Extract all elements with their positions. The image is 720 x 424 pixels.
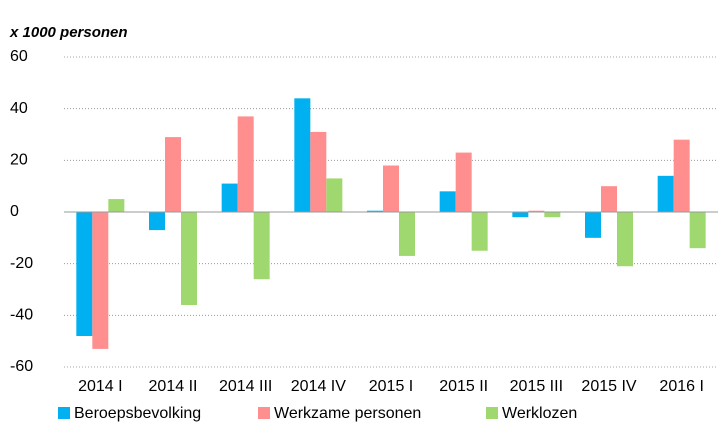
bar [165, 137, 181, 212]
x-tick-label: 2014 IV [291, 378, 346, 395]
y-tick-label: 60 [10, 48, 28, 65]
legend-swatch [58, 407, 70, 419]
y-tick-label: 20 [10, 152, 28, 169]
bar [92, 212, 109, 349]
bar [326, 178, 343, 212]
x-tick-label: 2015 I [369, 378, 413, 395]
bar [253, 212, 270, 280]
legend-label: Werkzame personen [274, 405, 421, 422]
x-tick-label: 2014 III [219, 378, 272, 395]
bar [512, 212, 529, 218]
bar [471, 212, 488, 251]
y-tick-label: -60 [10, 358, 33, 375]
legend-label: Werklozen [502, 405, 577, 422]
x-tick-label: 2015 II [439, 378, 488, 395]
bar [399, 212, 415, 256]
legend-label: Beroepsbevolking [74, 405, 201, 422]
bar [76, 212, 93, 336]
bar [544, 212, 561, 218]
bar [108, 199, 125, 212]
bar [455, 152, 472, 212]
bar [149, 212, 165, 231]
y-tick-label: -40 [10, 307, 33, 324]
bar [237, 116, 254, 212]
bar [310, 131, 327, 212]
bar [689, 212, 706, 249]
bar [181, 212, 197, 305]
bar [294, 98, 311, 212]
bar [657, 175, 674, 212]
y-tick-label: 0 [10, 203, 19, 220]
x-tick-label: 2015 III [510, 378, 563, 395]
x-tick-label: 2014 II [149, 378, 198, 395]
bar [367, 210, 383, 212]
bar [617, 212, 633, 267]
bar [585, 212, 601, 238]
x-tick-label: 2014 I [78, 378, 122, 395]
chart-title: x 1000 personen [9, 24, 128, 41]
bar [221, 183, 238, 212]
y-tick-label: 40 [10, 100, 28, 117]
legend-swatch [258, 407, 270, 419]
bar [528, 210, 545, 212]
bar [601, 186, 617, 212]
x-tick-label: 2015 IV [581, 378, 636, 395]
bar [439, 191, 456, 212]
y-tick-label: -20 [10, 255, 33, 272]
legend-swatch [486, 407, 498, 419]
bar [383, 165, 399, 212]
bar [673, 139, 690, 212]
x-tick-label: 2016 I [659, 378, 703, 395]
